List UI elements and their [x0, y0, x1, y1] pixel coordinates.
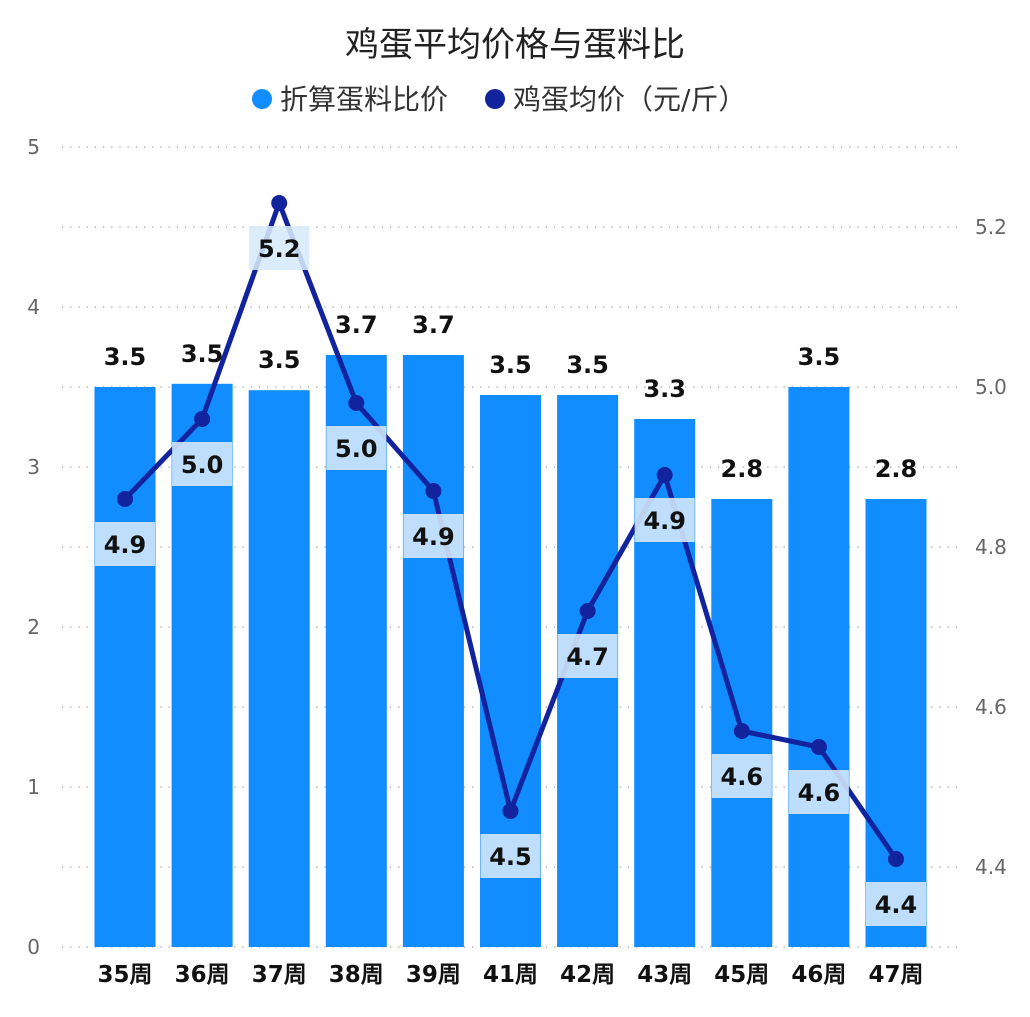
bar-value-label: 2.8 — [875, 455, 918, 483]
x-axis: 35周 36周 37周 38周 39周 41周 42周 43周 45周 46周 47周 — [97, 962, 923, 988]
line-value-label: 4.6 — [798, 779, 841, 807]
bar-value-label: 3.5 — [258, 346, 301, 374]
category-label: 38周 — [329, 962, 384, 988]
chart-title: 鸡蛋平均价格与蛋料比 — [345, 25, 685, 65]
right-tick-label: 4.6 — [975, 695, 1007, 719]
line-label-background — [95, 522, 155, 566]
right-tick-label: 5.2 — [975, 215, 1007, 239]
category-label: 42周 — [560, 962, 615, 988]
line-value-label: 4.9 — [643, 507, 686, 535]
line-point — [348, 395, 365, 411]
right-tick-label: 5.0 — [975, 375, 1007, 399]
line-point — [502, 803, 519, 819]
line-label-background — [326, 426, 387, 470]
bar-value-label: 3.3 — [643, 375, 686, 403]
bar-value-label: 3.5 — [489, 351, 532, 379]
line-value-label: 4.7 — [566, 643, 609, 671]
left-tick-label: 4 — [27, 295, 40, 319]
line-point — [888, 851, 904, 867]
bar — [788, 387, 850, 947]
category-label: 46周 — [791, 962, 846, 988]
bar-value-label: 3.7 — [335, 311, 378, 339]
line-value-label: 4.5 — [489, 843, 532, 871]
bar — [865, 499, 927, 947]
bar-value-label: 3.5 — [181, 340, 224, 368]
bar-data-labels: 3.5 3.5 3.5 3.7 3.7 3.5 3.5 3.3 2.8 3.5 2.8 — [104, 311, 918, 483]
line-series — [117, 195, 904, 867]
category-label: 36周 — [175, 962, 230, 988]
line-point — [656, 467, 673, 483]
line-label-background — [788, 770, 849, 814]
bar-value-label: 3.5 — [798, 343, 841, 371]
line-point — [271, 195, 288, 211]
line-data-labels: 4.9 5.0 5.2 5.0 4.9 4.5 4.7 4.9 4.6 4.6 4.4 — [95, 226, 926, 926]
line-label-background — [866, 882, 926, 926]
legend-marker-line — [485, 89, 505, 109]
line-value-label: 5.0 — [181, 451, 224, 479]
bar-value-label: 3.5 — [104, 343, 147, 371]
bar-value-label: 3.7 — [412, 311, 455, 339]
legend-label-bar: 折算蛋料比价 — [280, 83, 448, 116]
category-label: 35周 — [97, 962, 152, 988]
category-label: 47周 — [868, 962, 923, 988]
right-tick-label: 4.4 — [975, 855, 1007, 879]
left-tick-label: 3 — [27, 455, 40, 479]
line-point — [194, 411, 211, 427]
legend-marker-bar — [252, 89, 272, 109]
category-label: 37周 — [252, 962, 307, 988]
line-point — [733, 723, 750, 739]
line-label-background — [711, 754, 772, 798]
line-value-label: 5.2 — [258, 235, 301, 263]
line-point — [117, 491, 133, 507]
category-label: 43周 — [637, 962, 692, 988]
line-point — [579, 603, 596, 619]
bar-value-label: 3.5 — [566, 351, 609, 379]
line-label-background — [403, 514, 464, 558]
left-axis: 0 1 2 3 4 5 — [27, 135, 40, 959]
category-label: 45周 — [714, 962, 769, 988]
bar — [402, 355, 464, 947]
line-value-label: 5.0 — [335, 435, 378, 463]
line-point — [810, 739, 827, 755]
line-value-label: 4.9 — [104, 531, 147, 559]
line-label-background — [557, 634, 618, 678]
legend: 折算蛋料比价 鸡蛋均价（元/斤） — [252, 83, 746, 116]
line-value-label: 4.9 — [412, 523, 455, 551]
right-tick-label: 4.8 — [975, 535, 1007, 559]
line-label-background — [172, 442, 233, 486]
category-label: 41周 — [483, 962, 538, 988]
bar-value-label: 2.8 — [721, 455, 764, 483]
left-tick-label: 1 — [27, 775, 40, 799]
line-point — [425, 483, 442, 499]
left-tick-label: 5 — [27, 135, 40, 159]
line-value-label: 4.6 — [721, 763, 764, 791]
line-value-label: 4.4 — [875, 891, 918, 919]
line-label-background — [480, 834, 541, 878]
line-label-background — [249, 226, 310, 270]
line-label-background — [634, 498, 695, 542]
left-tick-label: 0 — [27, 935, 40, 959]
left-tick-label: 2 — [27, 615, 40, 639]
bar — [248, 390, 310, 947]
right-axis: 4.4 4.6 4.8 5.0 5.2 — [975, 215, 1007, 879]
legend-label-line: 鸡蛋均价（元/斤） — [513, 83, 746, 116]
category-label: 39周 — [406, 962, 461, 988]
bar — [94, 387, 156, 947]
